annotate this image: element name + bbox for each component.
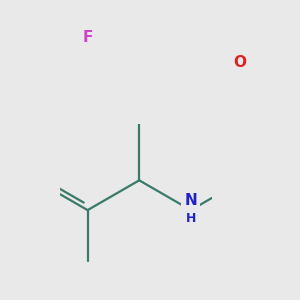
Text: O: O: [233, 55, 246, 70]
Text: H: H: [186, 212, 196, 225]
Text: O: O: [233, 55, 246, 70]
Text: F: F: [82, 30, 93, 45]
Text: N
H: N H: [184, 194, 197, 226]
Text: N: N: [184, 193, 197, 208]
Text: F: F: [82, 30, 93, 45]
